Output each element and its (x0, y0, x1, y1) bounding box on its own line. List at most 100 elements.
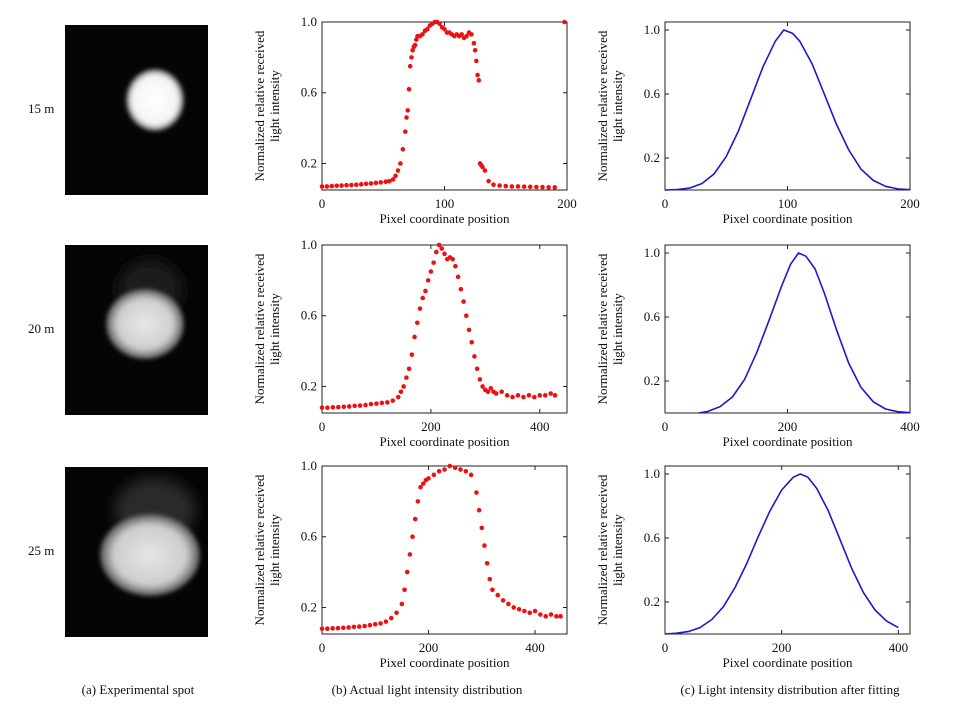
x-tick-label: 200 (900, 196, 920, 211)
x-tick-label: 200 (421, 419, 441, 434)
x-tick-label: 200 (772, 640, 792, 655)
data-point (480, 164, 485, 170)
data-point (368, 181, 374, 186)
spot-image-25m (65, 467, 208, 637)
data-point (532, 394, 537, 400)
caption-a: (a) Experimental spot (82, 682, 195, 697)
x-tick-label: 200 (778, 419, 798, 434)
data-point (464, 33, 469, 39)
data-point (324, 184, 330, 189)
data-point (387, 178, 392, 184)
data-point (405, 108, 411, 113)
data-point (437, 21, 442, 27)
caption-c: (c) Light intensity distribution after f… (680, 682, 900, 697)
data-point (403, 129, 408, 134)
y-axis-label: Normalized relative receivedlight intens… (595, 30, 625, 181)
spot-image-15m (65, 25, 208, 195)
data-point (546, 185, 551, 190)
data-point (349, 182, 354, 188)
data-point (480, 384, 485, 389)
data-point (395, 394, 401, 400)
y-axis-label-line: light intensity (610, 293, 625, 365)
data-point (468, 472, 474, 478)
distance-label-20m: 20 m (28, 321, 54, 336)
data-point (453, 263, 458, 269)
data-point (378, 621, 383, 626)
data-point (493, 391, 499, 396)
data-point (319, 626, 325, 631)
data-point (534, 184, 539, 190)
data-point (390, 398, 396, 403)
y-axis-label: Normalized relative receivedlight intens… (252, 30, 282, 181)
data-point (414, 37, 419, 42)
y-axis-label-line: Normalized relative received (595, 253, 610, 404)
data-point (407, 63, 413, 69)
data-point (428, 269, 434, 274)
data-point (491, 182, 496, 187)
data-point (442, 251, 447, 257)
data-point (401, 384, 406, 389)
y-axis-label-line: light intensity (610, 70, 625, 142)
data-point (394, 610, 399, 616)
data-point (504, 393, 510, 398)
data-point (373, 180, 379, 186)
data-point (475, 72, 480, 78)
data-point (420, 481, 426, 486)
data-point (406, 366, 412, 372)
data-point (469, 339, 475, 345)
y-tick-label: 1.0 (301, 14, 317, 29)
data-point (442, 467, 447, 472)
data-point (482, 543, 487, 548)
data-point (344, 182, 349, 188)
data-point (471, 40, 477, 46)
data-point (409, 55, 414, 60)
x-axis-label: Pixel coordinate position (723, 434, 853, 449)
data-point (412, 334, 417, 340)
data-point (352, 403, 357, 409)
data-point (339, 183, 344, 188)
data-point (346, 404, 352, 409)
data-point (398, 161, 403, 166)
data-point (479, 525, 485, 531)
plot-frame (664, 21, 911, 191)
y-axis-label-line: light intensity (610, 514, 625, 586)
data-point (358, 182, 364, 187)
data-point (362, 623, 367, 629)
data-point (431, 472, 437, 478)
data-point (395, 168, 401, 173)
data-point (510, 394, 515, 400)
data-point (474, 58, 479, 64)
data-point (404, 375, 409, 380)
y-tick-label: 0.2 (644, 373, 660, 388)
data-point (334, 183, 340, 189)
data-point (466, 327, 472, 333)
data-point (554, 614, 559, 619)
data-point (532, 608, 538, 614)
x-axis-label: Pixel coordinate position (380, 655, 510, 670)
y-tick-label: 0.2 (301, 378, 317, 393)
data-point (383, 619, 389, 624)
data-point (506, 601, 511, 607)
data-point (368, 401, 374, 407)
data-point (426, 476, 431, 481)
data-point (548, 391, 553, 396)
data-point (476, 78, 482, 83)
data-point (363, 181, 369, 187)
data-point (367, 622, 373, 628)
data-point (423, 288, 428, 294)
y-axis-label-line: light intensity (267, 293, 282, 365)
y-tick-label: 0.2 (301, 599, 317, 614)
y-tick-label: 0.2 (644, 594, 660, 609)
fitted-curve (664, 29, 911, 191)
data-point (455, 274, 461, 280)
y-tick-label: 0.6 (644, 309, 661, 324)
x-tick-label: 0 (662, 640, 669, 655)
data-point (474, 366, 480, 372)
plot-frame (321, 244, 568, 414)
data-point (407, 552, 413, 557)
x-tick-label: 0 (319, 640, 326, 655)
data-point (356, 624, 362, 629)
y-axis-label: Normalized relative receivedlight intens… (252, 253, 282, 404)
chart-c-20m: 0.2 0.6 1.0 0 200 400 Pixel coordinate positio… (595, 244, 920, 449)
data-point (527, 610, 533, 616)
